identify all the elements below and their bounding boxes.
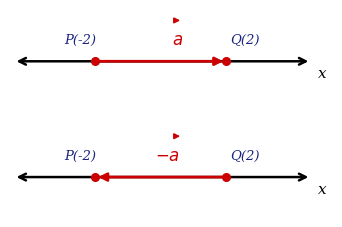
Text: P(-2): P(-2) <box>64 150 96 163</box>
Text: x: x <box>318 67 327 81</box>
Text: P(-2): P(-2) <box>64 34 96 47</box>
Text: x: x <box>318 183 327 197</box>
Text: $-\mathit{a}$: $-\mathit{a}$ <box>155 148 180 165</box>
Text: Q(2): Q(2) <box>230 150 260 163</box>
Text: $\mathit{a}$: $\mathit{a}$ <box>172 32 183 49</box>
Text: Q(2): Q(2) <box>230 34 260 47</box>
